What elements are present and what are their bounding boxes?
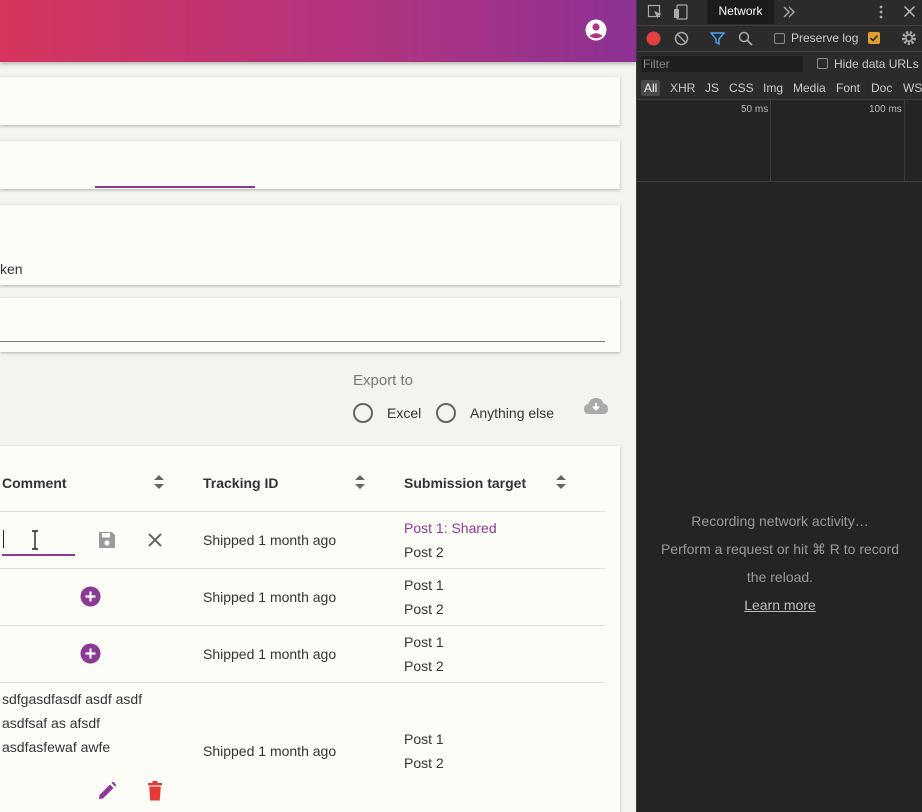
close-devtools-icon[interactable] (903, 5, 916, 18)
search-icon[interactable] (738, 31, 753, 46)
delete-icon[interactable] (147, 781, 163, 801)
app-page: ken Export to Excel Anything else Commen… (0, 0, 636, 812)
type-filter-xhr[interactable]: XHR (670, 81, 696, 95)
type-filter-doc[interactable]: Doc (871, 81, 893, 95)
submission-target-item: Post 2 (404, 544, 444, 560)
export-label: Export to (353, 372, 414, 389)
column-header-tracking-id[interactable]: Tracking ID (203, 475, 279, 491)
hide-data-urls-checkbox[interactable] (817, 58, 828, 69)
add-comment-icon[interactable] (80, 586, 101, 607)
sort-icon[interactable] (153, 474, 165, 490)
tracking-cell: Shipped 1 month ago (203, 532, 337, 548)
cloud-download-icon[interactable] (583, 396, 609, 416)
card-header-panel (0, 77, 620, 125)
devtools-tab-bar: Network (637, 0, 922, 26)
submission-target-link[interactable]: Post 1: Shared (404, 520, 497, 536)
hide-data-urls-label: Hide data URLs (834, 57, 919, 71)
type-filter-js[interactable]: JS (705, 81, 720, 95)
network-timeline-overview: 50 ms 100 ms (637, 100, 922, 182)
top-app-bar (0, 0, 636, 62)
submission-target-item: Post 1 (404, 577, 444, 593)
row-divider (0, 682, 605, 683)
tracking-cell: Shipped 1 month ago (203, 743, 337, 759)
export-excel-radio[interactable] (353, 403, 373, 423)
inspect-element-icon[interactable] (647, 4, 663, 20)
orders-table: Comment Tracking ID Submission target Sh… (0, 446, 620, 812)
type-filter-all[interactable]: All (641, 80, 661, 96)
text-cursor (3, 530, 4, 548)
record-icon[interactable] (646, 31, 661, 46)
network-toolbar: Preserve log (637, 26, 922, 52)
clear-icon[interactable] (674, 31, 689, 46)
active-tab-indicator (95, 186, 255, 188)
kebab-menu-icon[interactable] (875, 4, 887, 20)
info-card: ken (0, 205, 620, 285)
submission-target-item: Post 1 (404, 731, 444, 747)
devtools-panel: Network Preserve log (636, 0, 922, 812)
row-divider (0, 625, 605, 626)
tracking-cell: Shipped 1 month ago (203, 589, 337, 605)
network-tab[interactable]: Network (707, 0, 774, 24)
filter-input[interactable]: Filter (641, 56, 803, 72)
export-anything-else-label: Anything else (470, 405, 555, 421)
type-filter-img[interactable]: Img (763, 81, 784, 95)
disable-cache-checkbox[interactable] (868, 32, 880, 44)
timeline-tick-label: 50 ms (741, 104, 769, 115)
preserve-log-label: Preserve log (791, 31, 859, 45)
comment-line: asdfsaf as afsdf (2, 715, 101, 731)
timeline-tick-label: 100 ms (869, 104, 902, 115)
network-filter-bar: Filter Hide data URLs (637, 52, 922, 76)
export-anything-else-radio[interactable] (436, 403, 456, 423)
close-icon[interactable] (147, 532, 163, 548)
more-tabs-icon[interactable] (782, 5, 796, 19)
search-card (0, 298, 620, 352)
recording-message: Recording network activity… (691, 513, 869, 529)
ibeam-cursor-icon (32, 530, 38, 550)
timeline-gridline (770, 100, 771, 182)
learn-more-link[interactable]: Learn more (744, 597, 816, 613)
comment-line: sdfgasdfasdf asdf asdf (2, 691, 143, 707)
submission-target-item: Post 2 (404, 601, 444, 617)
sort-icon[interactable] (555, 474, 567, 490)
sort-icon[interactable] (354, 474, 366, 490)
submission-target-item: Post 2 (404, 658, 444, 674)
device-toolbar-icon[interactable] (673, 4, 689, 20)
type-filter-ws[interactable]: WS (903, 81, 922, 95)
timeline-gridline (904, 100, 905, 182)
resource-type-filters: All XHR JS CSS Img Media Font Doc WS (637, 76, 922, 100)
submission-target-item: Post 2 (404, 755, 444, 771)
add-comment-icon[interactable] (80, 643, 101, 664)
search-field-underline[interactable] (0, 341, 605, 342)
row-divider (0, 511, 605, 512)
filter-icon[interactable] (710, 31, 725, 46)
type-filter-css[interactable]: CSS (729, 81, 754, 95)
comment-edit-input[interactable] (2, 524, 75, 556)
column-header-submission-target[interactable]: Submission target (404, 475, 527, 491)
edit-icon[interactable] (97, 781, 117, 801)
submission-target-item: Post 1 (404, 634, 444, 650)
info-card-text: ken (0, 261, 23, 277)
learn-more-container: Learn more (637, 597, 922, 613)
account-circle-icon[interactable] (585, 19, 607, 41)
type-filter-media[interactable]: Media (793, 81, 826, 95)
save-icon[interactable] (97, 530, 117, 550)
preserve-log-checkbox[interactable] (774, 33, 785, 44)
comment-line: asdfasfewaf awfe (2, 739, 111, 755)
reload-hint-message: Perform a request or hit ⌘ R to record (660, 541, 900, 557)
type-filter-font[interactable]: Font (836, 81, 861, 95)
export-excel-label: Excel (387, 405, 422, 421)
reload-hint-message-continued: the reload. (746, 569, 814, 585)
row-divider (0, 568, 605, 569)
tabs-card (0, 141, 620, 189)
tracking-cell: Shipped 1 month ago (203, 646, 337, 662)
settings-gear-icon[interactable] (901, 30, 917, 46)
column-header-comment[interactable]: Comment (2, 475, 67, 491)
